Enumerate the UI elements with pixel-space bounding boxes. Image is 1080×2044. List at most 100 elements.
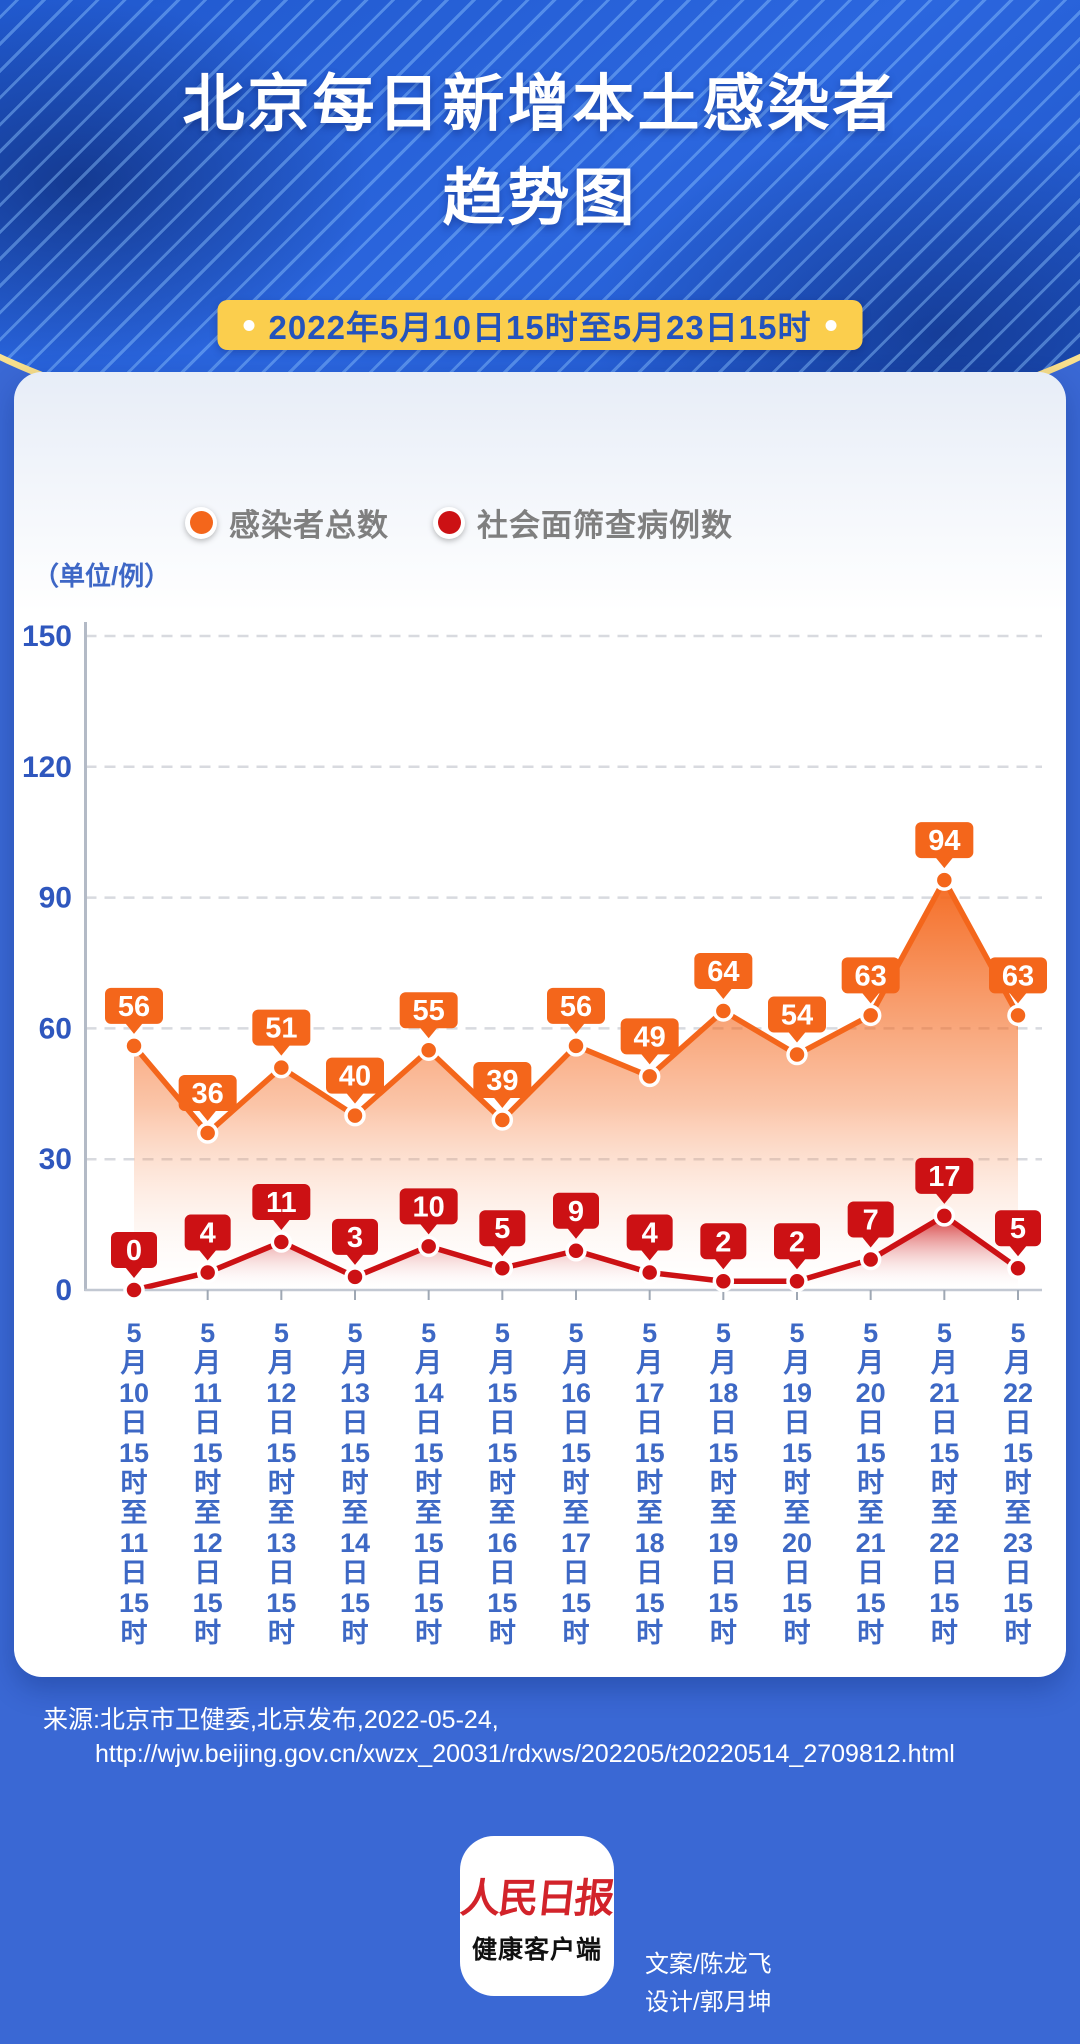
x-axis-label: 5 月 13 日 15 时至 14 日 15 时 <box>339 1318 371 1648</box>
data-label-badge: 55 <box>399 992 458 1039</box>
credit-writer: 文案/陈龙飞 <box>645 1951 772 1978</box>
svg-text:5: 5 <box>494 1213 510 1245</box>
peoples-daily-logo: 人民日报 健康客户端 <box>458 1836 616 1996</box>
svg-text:4: 4 <box>200 1218 216 1250</box>
y-tick-label: 120 <box>22 751 72 784</box>
data-label-badge: 51 <box>252 1009 311 1056</box>
svg-text:3: 3 <box>347 1222 363 1254</box>
svg-text:94: 94 <box>928 825 960 857</box>
x-axis-label: 5 月 14 日 15 时至 15 日 15 时 <box>413 1318 444 1648</box>
legend-item-community-screening: 社会面筛查病例数 <box>433 500 733 545</box>
data-label-badge: 9 <box>553 1192 599 1239</box>
credit-designer: 设计/郭月坤 <box>645 1989 772 2016</box>
chart-legend: 感染者总数 社会面筛查病例数 <box>185 500 733 545</box>
y-tick-label: 30 <box>39 1143 72 1176</box>
data-point <box>491 1109 514 1131</box>
y-tick-label: 150 <box>22 620 72 653</box>
x-axis-label: 5 月 20 日 15 时至 21 日 15 时 <box>855 1318 886 1648</box>
svg-text:2: 2 <box>715 1226 731 1258</box>
data-point <box>417 1039 440 1061</box>
data-label-badge: 5 <box>995 1210 1041 1257</box>
x-axis-label: 5 月 11 日 15 时至 12 日 15 时 <box>192 1318 223 1648</box>
y-tick-label: 0 <box>55 1274 72 1307</box>
data-label-badge: 94 <box>915 822 974 869</box>
source-url: http://wjw.beijing.gov.cn/xwzx_20031/rdx… <box>95 1740 955 1768</box>
data-point <box>859 1004 882 1027</box>
x-axis-label: 5 月 18 日 15 时至 19 日 15 时 <box>708 1318 739 1648</box>
svg-text:4: 4 <box>642 1218 658 1250</box>
data-label-badge: 63 <box>841 957 900 1004</box>
date-range-badge: 2022年5月10日15时至5月23日15时 <box>217 300 863 350</box>
red-dot-icon <box>437 511 461 534</box>
page-title: 北京每日新增本土感染者 趋势图 <box>0 58 1080 246</box>
svg-text:36: 36 <box>192 1078 224 1110</box>
x-axis-label: 5 月 22 日 15 时至 23 日 15 时 <box>1002 1318 1034 1648</box>
page-title-line1: 北京每日新增本土感染者 <box>182 70 898 139</box>
svg-text:11: 11 <box>266 1187 297 1219</box>
svg-text:39: 39 <box>486 1065 518 1097</box>
data-point <box>344 1104 366 1127</box>
page-title-line2: 趋势图 <box>442 164 638 233</box>
svg-text:63: 63 <box>1002 960 1034 992</box>
x-axis-label: 5 月 10 日 15 时至 11 日 15 时 <box>118 1318 150 1648</box>
logo-text-bottom: 健康客户端 <box>471 1936 602 1964</box>
x-axis-label: 5 月 15 日 15 时至 16 日 15 时 <box>487 1318 518 1648</box>
svg-text:49: 49 <box>634 1021 666 1053</box>
data-point <box>1007 1004 1029 1027</box>
date-range-text: 2022年5月10日15时至5月23日15时 <box>268 309 812 346</box>
data-point <box>933 1205 956 1227</box>
bullet-dot-icon <box>825 319 837 331</box>
data-label-badge: 4 <box>626 1214 673 1261</box>
bullet-dot-icon <box>243 319 255 331</box>
data-label-badge: 7 <box>847 1201 894 1248</box>
svg-text:2: 2 <box>789 1226 805 1258</box>
data-label-badge: 3 <box>332 1218 378 1265</box>
data-point <box>196 1261 219 1284</box>
orange-area-fill <box>134 880 1018 1290</box>
data-point <box>270 1231 293 1253</box>
orange-dot-icon <box>189 511 213 534</box>
data-label-badge: 17 <box>915 1157 974 1204</box>
x-axis-label: 5 月 17 日 15 时至 18 日 15 时 <box>634 1318 665 1648</box>
data-label-badge: 56 <box>547 987 605 1034</box>
legend-marker-ring <box>185 506 217 539</box>
data-label-badge: 4 <box>184 1214 231 1261</box>
data-point <box>123 1035 145 1057</box>
svg-text:55: 55 <box>413 995 445 1027</box>
data-label-badge: 36 <box>178 1075 237 1122</box>
data-point <box>565 1240 587 1262</box>
svg-text:56: 56 <box>560 991 592 1023</box>
x-axis-label: 5 月 21 日 15 时至 22 日 15 时 <box>929 1318 960 1648</box>
data-point <box>638 1065 661 1088</box>
x-axis-label: 5 月 16 日 15 时至 17 日 15 时 <box>560 1318 592 1648</box>
data-point <box>638 1261 661 1284</box>
data-point <box>491 1257 514 1279</box>
x-axis-label: 5 月 19 日 15 时至 20 日 15 时 <box>781 1318 813 1648</box>
legend-item-total-infections: 感染者总数 <box>185 500 389 545</box>
svg-text:56: 56 <box>118 991 150 1023</box>
data-label-badge: 11 <box>252 1184 311 1231</box>
svg-text:51: 51 <box>265 1013 297 1045</box>
data-point <box>196 1122 219 1144</box>
data-label-badge: 0 <box>111 1232 157 1278</box>
y-axis-unit-label: （单位/例） <box>33 561 171 591</box>
svg-text:63: 63 <box>855 960 887 992</box>
svg-text:40: 40 <box>339 1061 371 1093</box>
data-point <box>123 1279 145 1301</box>
data-label-badge: 63 <box>989 957 1047 1004</box>
data-point <box>786 1270 808 1293</box>
data-point <box>565 1035 587 1057</box>
data-point <box>270 1056 293 1079</box>
x-axis-label: 5 月 12 日 15 时至 13 日 15 时 <box>266 1318 297 1648</box>
svg-text:54: 54 <box>781 1000 813 1032</box>
data-label-badge: 54 <box>768 996 826 1043</box>
logo-text-top: 人民日报 <box>458 1875 616 1922</box>
data-label-badge: 2 <box>700 1223 747 1270</box>
svg-text:5: 5 <box>1010 1213 1026 1245</box>
data-point <box>933 869 956 891</box>
data-label-badge: 40 <box>326 1057 384 1104</box>
svg-text:17: 17 <box>928 1161 960 1193</box>
data-label-badge: 2 <box>774 1223 820 1270</box>
